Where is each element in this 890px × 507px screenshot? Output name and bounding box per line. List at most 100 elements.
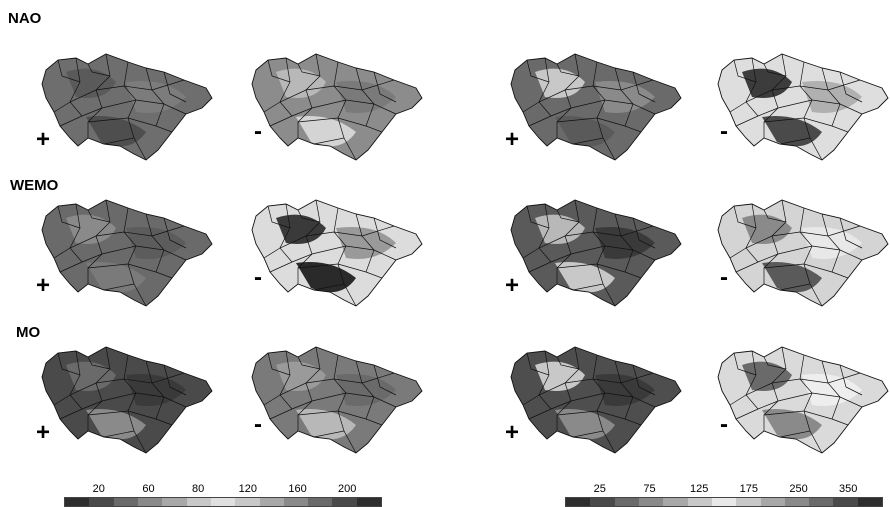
region-map xyxy=(510,199,682,307)
region-outline xyxy=(510,199,682,307)
subbasin-boundary xyxy=(267,352,291,376)
subbasin-boundary xyxy=(556,263,642,284)
region-outline xyxy=(41,346,213,454)
subbasin-boundary xyxy=(145,360,165,420)
subbasin-boundary xyxy=(614,360,634,420)
value-patch xyxy=(595,374,655,406)
subbasin-boundary xyxy=(87,356,111,370)
subbasin-boundary xyxy=(355,213,375,273)
subbasin-boundary xyxy=(373,364,397,396)
subbasin-boundary xyxy=(733,205,757,229)
subbasin-boundary xyxy=(269,99,397,127)
legend-color-swatch xyxy=(137,498,163,506)
subbasin-boundary xyxy=(269,245,397,273)
legend-color-swatch xyxy=(857,498,883,506)
subbasin-boundary xyxy=(522,79,654,113)
subbasin-boundary xyxy=(269,392,397,420)
map-panel-mo-right-negative xyxy=(712,335,890,455)
legend-tick-label: 160 xyxy=(288,483,307,495)
region-outline xyxy=(251,53,423,161)
subbasin-boundary xyxy=(528,99,656,127)
sign-positive: + xyxy=(505,419,520,446)
subbasin-boundary xyxy=(69,57,83,117)
region-map xyxy=(717,346,889,454)
legend-color-swatch xyxy=(235,498,260,506)
subbasin-boundary xyxy=(313,430,357,453)
legend-color-swatch xyxy=(186,498,211,506)
legend-right-ticks: 25 75 125 175 250 350 xyxy=(565,483,883,497)
legend-left-colorbar xyxy=(64,497,382,507)
region-map xyxy=(251,53,423,161)
subbasin-boundary xyxy=(538,203,552,263)
subbasin-boundary xyxy=(839,71,863,103)
subbasin-boundary xyxy=(526,352,550,376)
value-patch xyxy=(336,374,396,406)
subbasin-boundary xyxy=(614,213,634,273)
subbasin-boundary xyxy=(87,209,111,223)
value-patch xyxy=(595,227,655,259)
sign-positive: + xyxy=(505,272,520,299)
subbasin-boundary xyxy=(526,59,550,83)
value-patch xyxy=(336,227,396,259)
legend-tick-label: 60 xyxy=(142,483,155,495)
value-patch xyxy=(802,227,862,259)
legend-color-swatch xyxy=(308,498,333,506)
subbasin-boundary xyxy=(279,203,293,263)
legend-color-swatch xyxy=(687,498,712,506)
subbasin-boundary xyxy=(87,263,173,284)
region-map xyxy=(717,199,889,307)
subbasin-boundary xyxy=(528,392,656,420)
map-panel-wemo-right-positive xyxy=(505,188,685,308)
value-patch xyxy=(66,361,116,391)
legend-right-colorbar xyxy=(565,497,883,507)
subbasin-boundary xyxy=(763,410,849,431)
legend-left-ticks: 20 60 80 120 160 200 xyxy=(64,483,382,497)
sign-positive: + xyxy=(36,419,51,446)
subbasin-boundary xyxy=(297,209,321,223)
subbasin-boundary xyxy=(735,245,863,273)
legend-color-swatch xyxy=(736,498,761,506)
subbasin-boundary xyxy=(729,79,861,113)
subbasin-boundary xyxy=(745,350,759,410)
legend-color-swatch xyxy=(663,498,688,506)
subbasin-boundary xyxy=(163,217,187,249)
subbasin-boundary xyxy=(103,137,147,160)
legend-color-swatch xyxy=(259,498,284,506)
region-map xyxy=(41,346,213,454)
subbasin-boundary xyxy=(263,225,395,259)
map-panel-nao-right-negative xyxy=(712,42,890,162)
subbasin-boundary xyxy=(373,71,397,103)
map-panel-wemo-left-positive xyxy=(36,188,216,308)
legend-color-swatch xyxy=(65,498,90,506)
region-outline xyxy=(510,346,682,454)
region-outline xyxy=(251,199,423,307)
subbasin-boundary xyxy=(297,410,383,431)
legend-tick-label: 25 xyxy=(593,483,606,495)
map-panel-nao-left-negative xyxy=(246,42,426,162)
legend-tick-label: 175 xyxy=(739,483,759,495)
sign-negative: - xyxy=(720,411,728,438)
map-panel-wemo-right-negative xyxy=(712,188,890,308)
subbasin-boundary xyxy=(556,117,642,138)
legend-tick-label: 250 xyxy=(789,483,808,495)
subbasin-boundary xyxy=(729,372,861,406)
subbasin-boundary xyxy=(733,352,757,376)
legend-color-swatch xyxy=(590,498,615,506)
subbasin-boundary xyxy=(763,117,849,138)
legend-color-swatch xyxy=(162,498,187,506)
region-map xyxy=(41,199,213,307)
subbasin-boundary xyxy=(103,283,147,306)
subbasin-boundary xyxy=(297,63,321,77)
value-patch xyxy=(802,374,862,406)
subbasin-boundary xyxy=(821,213,841,273)
region-map xyxy=(510,346,682,454)
subbasin-boundary xyxy=(763,263,849,284)
subbasin-boundary xyxy=(57,352,81,376)
value-patch xyxy=(742,68,792,98)
legend-color-swatch xyxy=(89,498,114,506)
legend-color-swatch xyxy=(809,498,834,506)
subbasin-boundary xyxy=(279,350,293,410)
subbasin-boundary xyxy=(163,364,187,396)
subbasin-boundary xyxy=(632,71,656,103)
row-label-wemo: WEMO xyxy=(10,177,59,194)
